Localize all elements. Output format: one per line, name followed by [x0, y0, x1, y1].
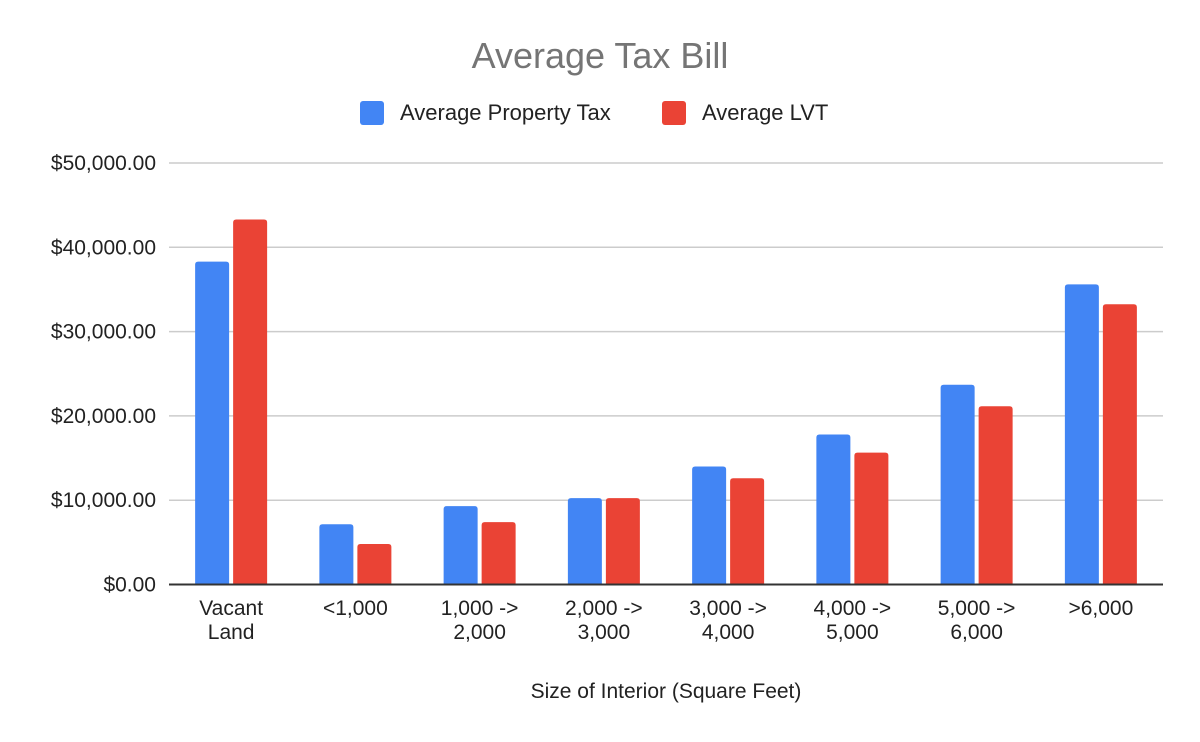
y-tick-label: $50,000.00	[51, 152, 156, 175]
legend: Average Property Tax Average LVT	[360, 100, 828, 125]
legend-swatch-lvt	[662, 101, 686, 125]
bar-property-tax-4	[692, 466, 727, 585]
x-tick-label: 6,000	[950, 621, 1003, 644]
y-tick-label: $30,000.00	[51, 321, 156, 344]
legend-swatch-property-tax	[360, 101, 384, 125]
bar-lvt-6	[978, 406, 1013, 585]
y-tick-label: $10,000.00	[51, 489, 156, 512]
gridlines	[169, 162, 1163, 501]
y-tick-label: $40,000.00	[51, 236, 156, 259]
bars	[195, 219, 1137, 585]
x-tick-label: Land	[208, 621, 255, 644]
y-axis-ticks: $0.00 $10,000.00 $20,000.00 $30,000.00 $40,0…	[51, 152, 156, 597]
bar-lvt-2	[481, 522, 516, 585]
bar-property-tax-6	[940, 384, 975, 585]
bar-property-tax-1	[319, 524, 354, 585]
legend-label-property-tax: Average Property Tax	[400, 100, 611, 125]
y-tick-label: $0.00	[103, 574, 156, 597]
x-tick-label: 4,000 ->	[814, 597, 892, 620]
bar-lvt-1	[357, 544, 392, 585]
bar-property-tax-5	[816, 434, 851, 585]
bar-lvt-5	[854, 452, 889, 585]
x-tick-label: Vacant	[199, 597, 263, 620]
x-tick-label: 5,000	[826, 621, 879, 644]
legend-label-lvt: Average LVT	[702, 100, 828, 125]
bar-lvt-0	[233, 219, 268, 585]
x-tick-label: 5,000 ->	[938, 597, 1016, 620]
chart-title: Average Tax Bill	[472, 35, 729, 76]
x-tick-label: 3,000 ->	[689, 597, 767, 620]
bar-lvt-7	[1102, 304, 1137, 585]
x-tick-label: <1,000	[323, 597, 388, 620]
bar-property-tax-7	[1064, 284, 1099, 585]
bar-lvt-3	[605, 498, 640, 585]
x-axis-label: Size of Interior (Square Feet)	[531, 680, 802, 703]
x-tick-label: 4,000	[702, 621, 755, 644]
bar-property-tax-3	[567, 498, 602, 585]
x-tick-label: >6,000	[1068, 597, 1133, 620]
y-tick-label: $20,000.00	[51, 405, 156, 428]
x-tick-label: 3,000	[578, 621, 631, 644]
bar-property-tax-0	[195, 261, 230, 585]
x-tick-label: 2,000 ->	[565, 597, 643, 620]
x-tick-label: 2,000	[453, 621, 506, 644]
x-tick-label: 1,000 ->	[441, 597, 519, 620]
bar-property-tax-2	[443, 506, 478, 585]
bar-lvt-4	[730, 478, 765, 585]
